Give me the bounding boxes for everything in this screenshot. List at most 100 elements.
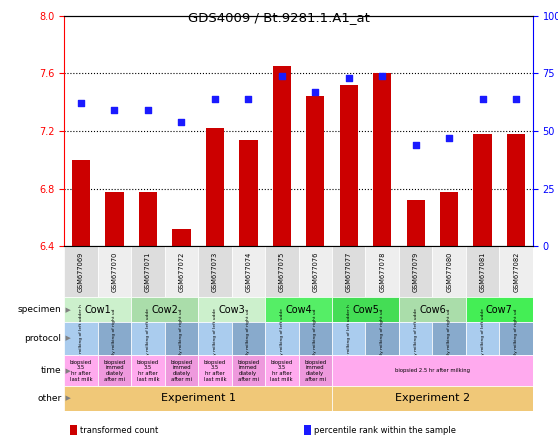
Text: 2X daily milking of left udde: 2X daily milking of left udde [413, 308, 418, 369]
Text: GSM677075: GSM677075 [279, 252, 285, 292]
Bar [165, 246, 198, 297]
Bar [299, 246, 332, 297]
Text: GSM677073: GSM677073 [212, 252, 218, 292]
Point [143, 107, 152, 114]
Text: 2X daily milking of left udde: 2X daily milking of left udde [146, 308, 150, 369]
Text: biopsied
immed
diately
after mi: biopsied immed diately after mi [237, 360, 259, 382]
Point [110, 107, 119, 114]
Bar [332, 246, 365, 297]
Bar [365, 322, 399, 355]
Bar [232, 355, 265, 386]
Bar [466, 322, 499, 355]
Text: GSM677080: GSM677080 [446, 252, 452, 292]
Bar [332, 322, 365, 355]
Bar [432, 322, 466, 355]
Text: Cow3: Cow3 [218, 305, 245, 315]
Bar [64, 322, 98, 355]
Text: 4X daily milking of right ud: 4X daily milking of right ud [514, 309, 518, 369]
Text: 2X daily milking of left udder h: 2X daily milking of left udder h [347, 305, 351, 373]
Text: 4X daily milking of right ud: 4X daily milking of right ud [112, 309, 117, 369]
Point [277, 72, 286, 79]
Point [411, 141, 420, 148]
Point [76, 100, 85, 107]
Text: biopsied
immed
diately
after mi: biopsied immed diately after mi [170, 360, 193, 382]
Text: biopsied
immed
diately
after mi: biopsied immed diately after mi [304, 360, 326, 382]
Bar [265, 355, 299, 386]
Text: Cow2: Cow2 [151, 305, 178, 315]
Text: biopsied
3.5
hr after
last milk: biopsied 3.5 hr after last milk [137, 360, 159, 382]
Bar [172, 229, 190, 246]
Text: GSM677082: GSM677082 [513, 252, 519, 292]
Text: ▶: ▶ [61, 336, 71, 341]
Bar [399, 246, 432, 297]
Bar [232, 322, 265, 355]
Bar [198, 297, 265, 322]
Bar [71, 160, 90, 246]
Bar [98, 355, 131, 386]
Text: GSM677070: GSM677070 [112, 252, 117, 292]
Bar [232, 246, 265, 297]
Text: 4X daily milking of right ud: 4X daily milking of right ud [380, 309, 384, 369]
Point [311, 88, 320, 95]
Bar [473, 134, 492, 246]
Bar [98, 246, 131, 297]
Bar [64, 297, 131, 322]
Text: 4X daily milking of right ud: 4X daily milking of right ud [313, 309, 318, 369]
Text: Experiment 1: Experiment 1 [161, 393, 235, 404]
Bar [299, 322, 332, 355]
Bar [399, 297, 466, 322]
Bar [198, 355, 232, 386]
Bar [198, 246, 232, 297]
Text: biopsied 2.5 hr after milking: biopsied 2.5 hr after milking [395, 368, 470, 373]
Bar [339, 85, 358, 246]
Bar [365, 246, 399, 297]
Bar [105, 192, 123, 246]
Text: Cow5: Cow5 [352, 305, 379, 315]
Text: biopsied
immed
diately
after mi: biopsied immed diately after mi [103, 360, 126, 382]
Bar [265, 322, 299, 355]
Point [244, 95, 253, 102]
Text: time: time [41, 366, 61, 375]
Text: 2X daily milking of left udder h: 2X daily milking of left udder h [79, 305, 83, 373]
Text: GSM677077: GSM677077 [346, 252, 352, 292]
Text: other: other [37, 394, 61, 403]
Text: 4X daily milking of right ud: 4X daily milking of right ud [246, 309, 251, 369]
Bar [306, 96, 324, 246]
Point [378, 72, 387, 79]
Text: GSM677076: GSM677076 [312, 252, 318, 292]
Text: biopsied
3.5
hr after
last milk: biopsied 3.5 hr after last milk [204, 360, 226, 382]
Text: Experiment 2: Experiment 2 [395, 393, 470, 404]
Text: specimen: specimen [18, 305, 61, 314]
Text: protocol: protocol [25, 334, 61, 343]
Bar [332, 386, 533, 411]
Bar [265, 297, 332, 322]
Bar [131, 322, 165, 355]
Text: Cow4: Cow4 [285, 305, 312, 315]
Text: GSM677069: GSM677069 [78, 252, 84, 292]
Bar [205, 128, 224, 246]
Point [344, 74, 353, 81]
Text: biopsied
3.5
hr after
last milk: biopsied 3.5 hr after last milk [271, 360, 293, 382]
Bar [440, 192, 459, 246]
Bar [198, 322, 232, 355]
Bar [499, 246, 533, 297]
Bar [499, 322, 533, 355]
Bar [131, 297, 198, 322]
Text: ▶: ▶ [61, 396, 71, 401]
Text: GSM677074: GSM677074 [246, 252, 251, 292]
Point [478, 95, 487, 102]
Bar [466, 297, 533, 322]
Text: ▶: ▶ [61, 368, 71, 374]
Bar [507, 134, 525, 246]
Text: GSM677079: GSM677079 [413, 252, 418, 292]
Bar [64, 355, 98, 386]
Point [512, 95, 521, 102]
Bar [131, 246, 165, 297]
Bar [272, 66, 291, 246]
Text: 2X daily milking of left udde: 2X daily milking of left udde [280, 308, 284, 369]
Bar [64, 246, 98, 297]
Bar [165, 355, 198, 386]
Text: 2X daily milking of left udde: 2X daily milking of left udde [213, 308, 217, 369]
Bar [406, 200, 425, 246]
Text: biopsied
3.5
hr after
last milk: biopsied 3.5 hr after last milk [70, 360, 92, 382]
